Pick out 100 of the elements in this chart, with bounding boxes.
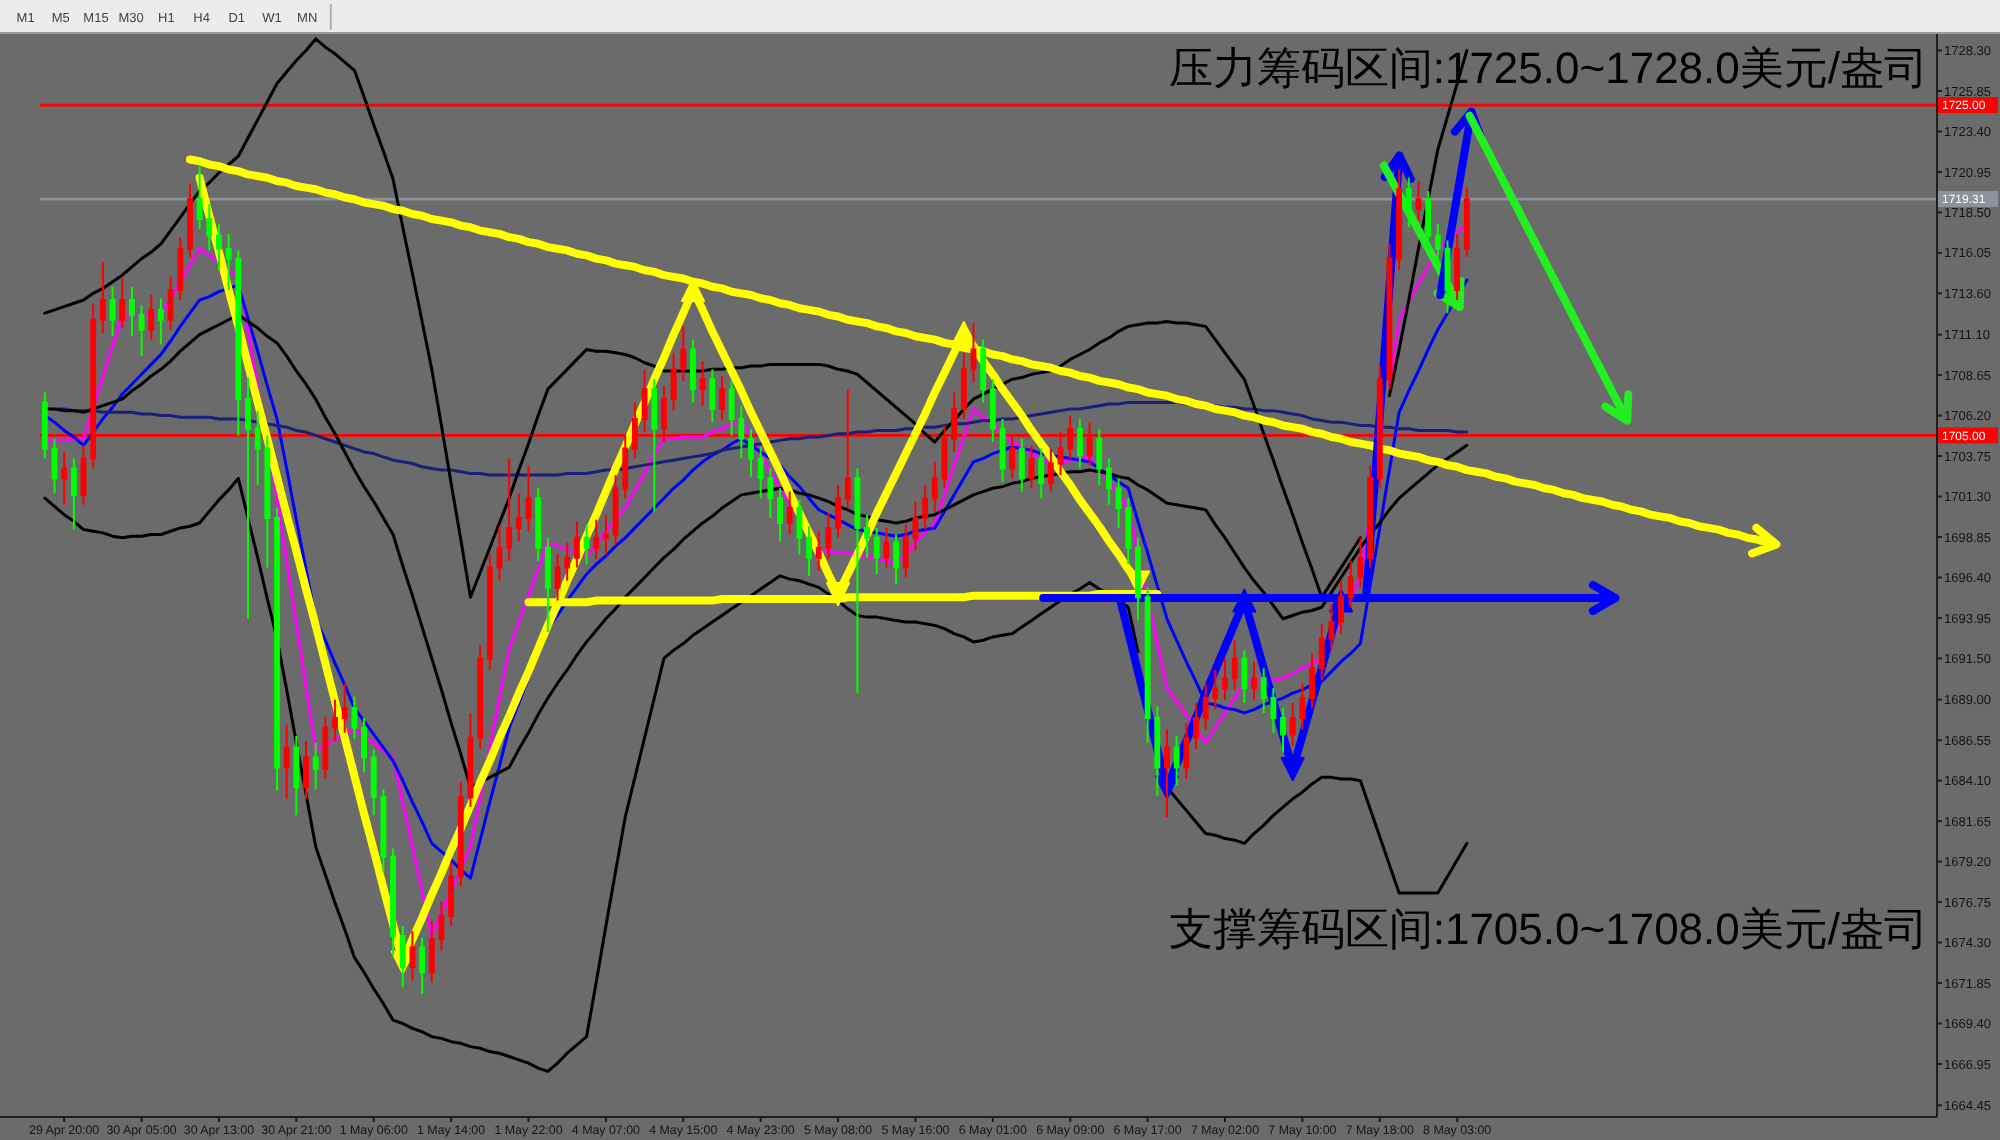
candlestick xyxy=(361,716,367,774)
candlestick xyxy=(796,498,803,556)
candlestick xyxy=(709,368,716,424)
candlestick xyxy=(312,741,319,790)
candlestick xyxy=(245,376,251,620)
candlestick xyxy=(448,860,455,928)
candlestick xyxy=(535,487,542,562)
candlestick xyxy=(1347,559,1354,609)
candlestick xyxy=(109,285,116,338)
candlestick xyxy=(573,520,580,569)
candlestick xyxy=(1309,652,1315,709)
candlestick xyxy=(303,740,309,800)
candlestick xyxy=(457,781,464,888)
candlestick xyxy=(989,378,996,444)
candlestick xyxy=(719,374,725,422)
candlestick xyxy=(970,322,977,384)
candlestick xyxy=(99,260,106,334)
candlestick xyxy=(399,925,406,989)
candlestick xyxy=(1076,417,1083,470)
candlestick xyxy=(1096,427,1103,486)
candlestick xyxy=(1415,180,1422,222)
candlestick xyxy=(1222,657,1228,701)
candlestick xyxy=(893,533,900,586)
candlestick xyxy=(1357,536,1364,589)
candlestick xyxy=(70,457,77,531)
candlestick xyxy=(1367,464,1374,569)
candlestick xyxy=(1231,639,1238,691)
candlestick xyxy=(1173,735,1180,787)
candlestick xyxy=(602,513,609,556)
candlestick xyxy=(931,460,938,513)
candlestick xyxy=(438,900,445,952)
candlestick xyxy=(1241,649,1248,705)
candlestick xyxy=(564,541,571,582)
line-series xyxy=(53,400,1469,477)
candlestick xyxy=(1454,232,1461,301)
candlestick xyxy=(1396,168,1403,272)
candlestick xyxy=(922,483,929,531)
candlestick xyxy=(148,294,155,341)
candlestick xyxy=(1018,437,1025,493)
candlestick xyxy=(1105,457,1112,506)
candlestick xyxy=(1425,189,1432,252)
point xyxy=(1280,757,1305,782)
annotation: 支撑筹码区间:1705.0~1708.0美元/盎司 xyxy=(1168,904,1928,954)
candlestick xyxy=(1444,239,1451,315)
candlestick xyxy=(835,483,841,539)
candlestick xyxy=(409,929,416,982)
point xyxy=(826,582,851,606)
candlestick xyxy=(1434,222,1441,268)
candlestick xyxy=(1183,721,1190,781)
candlestick xyxy=(187,183,193,258)
candlestick xyxy=(332,698,338,743)
candlestick xyxy=(883,526,890,569)
candlestick xyxy=(477,644,484,751)
candlestick xyxy=(274,507,280,792)
candlestick xyxy=(1047,447,1054,493)
candlestick xyxy=(854,467,861,695)
candlestick xyxy=(61,450,68,506)
candlestick xyxy=(216,222,222,272)
candlestick xyxy=(873,526,880,576)
candlestick xyxy=(419,936,426,995)
candlestick xyxy=(912,500,919,553)
candlestick xyxy=(341,682,348,734)
candlestick xyxy=(1338,579,1344,635)
candlestick xyxy=(1405,176,1412,229)
candlestick xyxy=(690,338,696,404)
candlestick xyxy=(1135,536,1141,622)
candlestick xyxy=(777,487,783,543)
candlestick xyxy=(554,553,561,602)
candlestick xyxy=(1193,702,1199,751)
candlestick xyxy=(293,735,300,817)
point xyxy=(951,321,976,345)
candlestick xyxy=(960,351,967,420)
candlestick xyxy=(864,513,870,559)
candlestick xyxy=(1463,186,1470,258)
candlestick xyxy=(496,525,503,582)
candlestick xyxy=(515,492,522,543)
candlestick xyxy=(351,695,358,741)
candlestick xyxy=(128,285,135,338)
candlestick xyxy=(1028,444,1035,490)
candlestick xyxy=(1038,447,1045,500)
candlestick xyxy=(651,378,658,513)
candlestick xyxy=(119,277,126,330)
candlestick xyxy=(283,723,290,800)
candlestick xyxy=(806,525,812,577)
candlestick xyxy=(51,437,58,495)
candlestick xyxy=(544,536,551,633)
candlestick xyxy=(593,518,600,561)
candlestick xyxy=(525,464,532,533)
candlestick xyxy=(1251,660,1257,701)
candlestick xyxy=(999,417,1006,483)
candlestick xyxy=(902,523,909,579)
candlestick xyxy=(583,523,590,566)
candlestick xyxy=(486,553,493,671)
candlestick xyxy=(748,427,754,478)
candlestick xyxy=(980,338,987,404)
candlestick xyxy=(138,303,145,358)
candlestick xyxy=(1280,706,1286,754)
candlestick xyxy=(786,490,793,536)
candlestick xyxy=(80,444,87,506)
candlestick xyxy=(1164,728,1170,818)
